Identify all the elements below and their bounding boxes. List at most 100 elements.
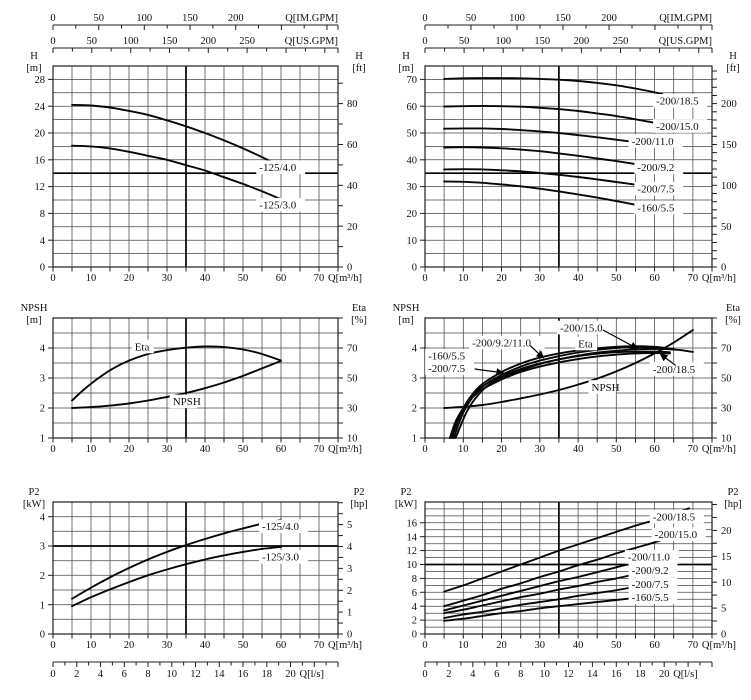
aux-tick-label: 18 — [635, 669, 646, 680]
chart-npsh-eta-200: 0 10 20 30 40 50 60 70 Q[m³/h]1234NPSH[m]1030507… — [393, 303, 741, 455]
leader-arrow — [602, 329, 639, 350]
curve-label-bg — [628, 590, 678, 604]
aux-tick-label: 200 — [200, 36, 216, 47]
curve-label-bg — [259, 550, 308, 564]
right-tick-label: 20 — [347, 222, 358, 233]
aux-tick-label: 150 — [162, 36, 178, 47]
curve-label-bg — [575, 336, 598, 351]
x-tick-label: 20 — [124, 444, 135, 455]
chart-head-200: 0 10 20 30 40 50 60 70 Q[m³/h]010203040506070H[m… — [398, 13, 739, 284]
left-tick-label: 4 — [40, 236, 46, 247]
left-axis-title: [m] — [26, 63, 41, 74]
x-tick-label: 60 — [649, 273, 660, 284]
curve-label: Eta — [578, 338, 593, 350]
curve-labels: Eta NPSH — [131, 339, 201, 409]
curve-label-bg — [557, 320, 612, 335]
x-tick-label: 30 — [162, 273, 173, 284]
left-axis-title: H — [402, 51, 410, 62]
right-axis: 0 1 2 3 4 5 P2[hp] — [338, 487, 368, 641]
curve-label: -200/7.5 — [632, 579, 669, 591]
left-tick-label: 70 — [407, 75, 418, 86]
curve-200-18.5 — [443, 77, 664, 96]
right-tick-label: 100 — [721, 181, 737, 192]
curve-labels: -200/18.5 -200/15.0 -200/11.0-200/9.2 -200/… — [624, 509, 706, 604]
left-tick-label: 1 — [40, 434, 45, 445]
left-tick-label: 8 — [412, 574, 417, 585]
aux-tick-label: 16 — [611, 669, 622, 680]
x-axis-unit: Q[m³/h] — [702, 640, 736, 651]
aux-tick-label: 50 — [87, 36, 98, 47]
aux-tick-label: 150 — [534, 36, 550, 47]
curve-labels: -125/4.0 -125/3.0 — [259, 519, 308, 564]
curve-label-bg — [131, 339, 154, 354]
x-tick-label: 40 — [573, 273, 584, 284]
right-tick-label: 5 — [721, 604, 726, 615]
x-tick-label: 0 — [50, 273, 55, 284]
top-axis-qusgpm: 0 50 100 150 200 250 Q[US.GPM] — [50, 36, 339, 53]
curve-200-11.0 — [443, 557, 656, 612]
x-axis-unit: Q[m³/h] — [702, 273, 736, 284]
curve-label-bg — [634, 160, 684, 175]
right-tick-label: 200 — [721, 99, 737, 110]
aux-axis-unit: Q[l/s] — [673, 669, 698, 680]
curve-label-bg — [469, 335, 545, 350]
x-tick-label: 50 — [238, 444, 249, 455]
aux-tick-label: 100 — [509, 13, 525, 24]
left-tick-label: 12 — [407, 546, 418, 557]
curve-label-bg — [588, 380, 616, 394]
aux-tick-label: 200 — [228, 13, 244, 24]
x-tick-label: 40 — [200, 444, 211, 455]
curve-200-18.5-Eta — [454, 347, 694, 439]
curve-label-bg — [169, 394, 198, 409]
aux-tick-label: 2 — [74, 669, 79, 680]
aux-tick-label: 10 — [539, 669, 550, 680]
curve-label-bg — [653, 94, 708, 108]
leader-arrow — [474, 368, 505, 376]
right-tick-label: 70 — [721, 344, 732, 355]
curves — [71, 518, 282, 608]
curve-label: -200/11.0 — [632, 136, 675, 148]
aux-tick-label: 0 — [50, 36, 55, 47]
curves — [71, 103, 282, 201]
curve-label: -125/4.0 — [259, 162, 296, 174]
left-tick-label: 14 — [407, 532, 418, 543]
curve-label-bg — [624, 550, 679, 564]
x-axis: 0 10 20 30 40 50 60 70 Q[m³/h] — [422, 438, 736, 455]
curve-label: -125/4.0 — [262, 521, 299, 533]
curve-NPSH — [443, 329, 694, 409]
left-tick-label: 4 — [40, 344, 46, 355]
curve-125-4.0 — [71, 518, 282, 600]
right-tick-label: 20 — [721, 526, 732, 537]
x-tick-label: 40 — [573, 640, 584, 651]
aux-axis-unit: Q[IM.GPM] — [285, 13, 338, 24]
x-tick-label: 10 — [458, 640, 469, 651]
x-tick-label: 60 — [649, 444, 660, 455]
x-tick-label: 40 — [200, 273, 211, 284]
x-tick-label: 10 — [458, 444, 469, 455]
left-tick-label: 20 — [35, 129, 46, 140]
chart-npsh-eta-125: 0 10 20 30 40 50 60 70 Q[m³/h]1234NPSH[m]1030507… — [21, 303, 367, 455]
curve-160-5.5 — [443, 180, 656, 210]
curve-label-bg — [256, 160, 306, 174]
leader-arrow — [529, 345, 545, 359]
x-tick-label: 30 — [535, 273, 546, 284]
right-tick-label: 0 — [347, 263, 352, 274]
right-tick-label: 5 — [347, 520, 352, 531]
right-axis-title: P2 — [727, 487, 738, 498]
x-tick-label: 20 — [124, 273, 135, 284]
left-tick-label: 6 — [412, 588, 417, 599]
leader-arrow — [659, 353, 676, 366]
x-tick-label: 10 — [458, 273, 469, 284]
x-axis: 0 10 20 30 40 50 60 70 Q[m³/h] — [50, 438, 362, 455]
aux-axis-unit: Q[IM.GPM] — [659, 13, 712, 24]
curve-label: -200/7.5 — [637, 184, 674, 196]
aux-tick-label: 4 — [98, 669, 104, 680]
left-tick-label: 10 — [407, 236, 418, 247]
aux-tick-label: 200 — [574, 36, 590, 47]
right-axis: 10 30 50 70 Eta[%] — [338, 303, 367, 445]
x-axis-unit: Q[m³/h] — [328, 640, 362, 651]
right-tick-label: 4 — [347, 542, 353, 553]
left-tick-label: 0 — [412, 630, 417, 641]
curve-label-bg — [634, 181, 684, 196]
x-axis-unit: Q[m³/h] — [328, 444, 362, 455]
